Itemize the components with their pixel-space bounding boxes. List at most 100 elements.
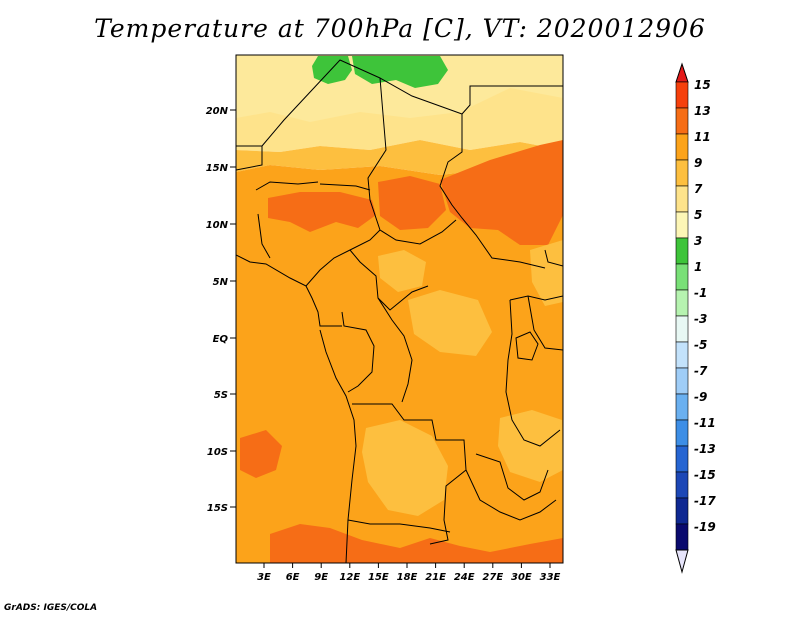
temperature-region-atlantic-dark: [240, 430, 282, 478]
border-line: [377, 297, 413, 403]
colorbar-label: 9: [694, 156, 702, 170]
colorbar-box: [675, 107, 689, 135]
lon-label: 33E: [540, 572, 561, 583]
colorbar-label: 3: [694, 234, 702, 248]
temperature-field: [236, 55, 563, 563]
lat-label: 15N: [206, 163, 229, 174]
colorbar-label: -9: [694, 390, 707, 404]
border-line: [255, 181, 319, 191]
longitude-axis: 3E 6E 9E 12E 15E 18E 21E 24E 27E 30E 33E: [257, 563, 561, 583]
border-line: [305, 285, 342, 327]
border-line: [379, 219, 457, 245]
border-line: [352, 403, 467, 545]
country-borders: [236, 59, 563, 563]
chart-title: Temperature at 700hPa [C], VT: 202001290…: [94, 14, 706, 43]
border-line: [544, 249, 563, 267]
colorbar-max-arrow: [675, 62, 689, 83]
colorbar-box: [675, 367, 689, 395]
border-line: [509, 295, 563, 301]
colorbar-box: [675, 341, 689, 369]
border-line: [347, 519, 451, 533]
colorbar-box: [675, 81, 689, 109]
border-line: [257, 213, 271, 259]
colorbar-box: [675, 133, 689, 161]
colorbar-label: -15: [694, 468, 716, 482]
lat-label: 5N: [213, 277, 229, 288]
lon-label: 3E: [257, 572, 271, 583]
colorbar-label: 13: [694, 104, 711, 118]
colorbar-box: [675, 211, 689, 239]
colorbar-label: -17: [694, 494, 716, 508]
lat-label: 15S: [207, 503, 228, 514]
temperature-region-east-light: [498, 410, 563, 482]
lon-label: 18E: [397, 572, 418, 583]
latitude-axis: 20N 15N 10N 5N EQ 5S 10S 15S: [206, 106, 236, 514]
colorbar-box: [675, 263, 689, 291]
colorbar-label: 1: [694, 260, 702, 274]
colorbar-box: [675, 159, 689, 187]
lon-label: 12E: [339, 572, 360, 583]
colorbar-label: 7: [694, 182, 703, 196]
footer-credit: GrADS: IGES/COLA: [4, 603, 98, 613]
colorbar: 15 13 11 9 7 5 3 1 -1 -3 -5 -7 -9 -11 -13 -15 -17 -19: [675, 62, 716, 574]
lake-outline: [515, 331, 539, 361]
lon-label: 30E: [511, 572, 532, 583]
temperature-region-cameroon-light: [378, 250, 426, 292]
lat-label: 10S: [207, 447, 228, 458]
border-line: [475, 453, 549, 501]
colorbar-box: [675, 445, 689, 473]
lon-label: 15E: [368, 572, 389, 583]
border-line: [236, 145, 263, 171]
border-line: [379, 77, 546, 269]
border-line: [236, 229, 381, 287]
border-line: [461, 85, 563, 115]
border-line: [465, 469, 557, 521]
lon-label: 27E: [482, 572, 503, 583]
temperature-region-green-a: [312, 56, 352, 84]
colorbar-box: [675, 315, 689, 343]
colorbar-label: 5: [694, 208, 702, 222]
colorbar-box: [675, 185, 689, 213]
lat-label: 20N: [206, 106, 229, 117]
lon-label: 6E: [286, 572, 300, 583]
temperature-region-ethiopia-light: [530, 240, 563, 306]
temperature-region-sudan-dark: [440, 140, 563, 245]
colorbar-label: -11: [694, 416, 716, 430]
temperature-region-chad-dark: [378, 176, 446, 230]
lon-label: 24E: [454, 572, 475, 583]
colorbar-box: [675, 471, 689, 499]
border-line: [319, 329, 357, 563]
temperature-region-nigeria-dark: [268, 192, 376, 232]
border-line: [319, 183, 371, 191]
border-line: [341, 311, 375, 393]
temperature-region-south-dark: [270, 524, 563, 563]
colorbar-label: 15: [694, 78, 711, 92]
border-line: [505, 299, 561, 447]
colorbar-box: [675, 497, 689, 525]
colorbar-label: -13: [694, 442, 716, 456]
lon-label: 21E: [425, 572, 446, 583]
colorbar-label: -3: [694, 312, 707, 326]
map-frame: [235, 54, 564, 564]
colorbar-label: -5: [694, 338, 707, 352]
temperature-region-green-b: [352, 56, 448, 88]
lon-label: 9E: [314, 572, 328, 583]
colorbar-box: [675, 523, 689, 551]
lat-label: EQ: [213, 334, 229, 345]
lat-label: 5S: [214, 390, 228, 401]
colorbar-label: 11: [694, 130, 711, 144]
colorbar-box: [675, 393, 689, 421]
colorbar-min-arrow: [675, 549, 689, 574]
temperature-region-main-orange: [236, 165, 563, 563]
colorbar-box: [675, 237, 689, 265]
colorbar-label: -1: [694, 286, 707, 300]
colorbar-box: [675, 289, 689, 317]
colorbar-label: -19: [694, 520, 716, 534]
border-line: [527, 295, 563, 351]
colorbar-box: [675, 419, 689, 447]
temperature-region-angola-light: [362, 420, 448, 516]
temperature-region-congo-light: [408, 290, 492, 356]
colorbar-label: -7: [694, 364, 708, 378]
lat-label: 10N: [206, 220, 229, 231]
